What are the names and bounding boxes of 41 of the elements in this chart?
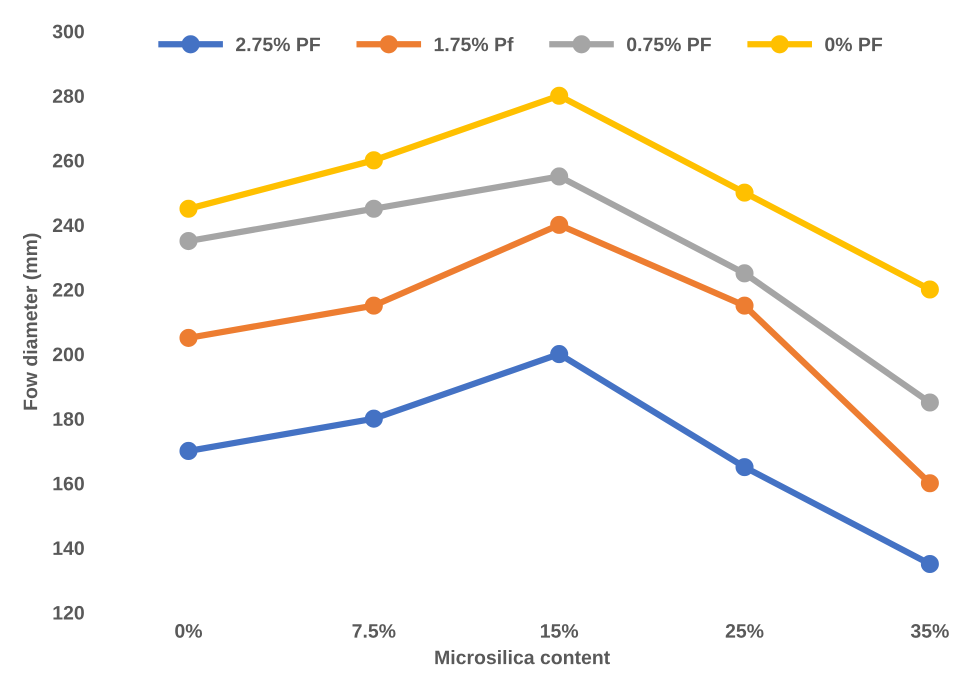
y-tick-label: 240 [52, 218, 84, 232]
legend-label: 0% PF [825, 38, 882, 52]
point [920, 554, 939, 574]
point [736, 458, 754, 476]
point [550, 167, 568, 186]
point [550, 216, 568, 234]
point [920, 393, 939, 412]
point [736, 296, 754, 315]
point [920, 474, 939, 492]
point [920, 280, 939, 299]
point [179, 200, 198, 218]
legend-label: 0.75% PF [627, 38, 711, 52]
y-tick-label: 180 [53, 412, 84, 426]
y-tick-label: 160 [53, 476, 84, 490]
x-tick-label: 35% [910, 624, 949, 638]
y-tick-label: 140 [53, 541, 84, 556]
legend-label: 2.75% PF [236, 38, 320, 52]
point [179, 232, 198, 250]
x-tick-label: 15% [540, 624, 578, 638]
x-axis-title: Microsilica content [435, 650, 610, 664]
point [364, 151, 383, 170]
x-tick-label: 0% [175, 624, 202, 638]
y-tick-label: 300 [52, 24, 84, 38]
point [179, 328, 198, 347]
point [364, 410, 383, 428]
y-tick-label: 120 [53, 606, 84, 620]
point [736, 184, 754, 202]
point [179, 442, 198, 460]
point [364, 296, 383, 315]
point [550, 86, 568, 105]
point [364, 200, 383, 218]
point [736, 264, 754, 282]
y-tick-label: 220 [52, 282, 84, 297]
x-tick-label: 7.5% [352, 624, 396, 638]
x-tick-label: 25% [726, 624, 764, 638]
point [550, 345, 568, 364]
y-tick-label: 200 [52, 348, 84, 362]
legend-label: 1.75% Pf [434, 37, 514, 52]
y-tick-label: 260 [52, 154, 84, 168]
y-axis-title: Fow diameter (mm) [23, 234, 42, 410]
y-tick-label: 280 [52, 89, 84, 103]
